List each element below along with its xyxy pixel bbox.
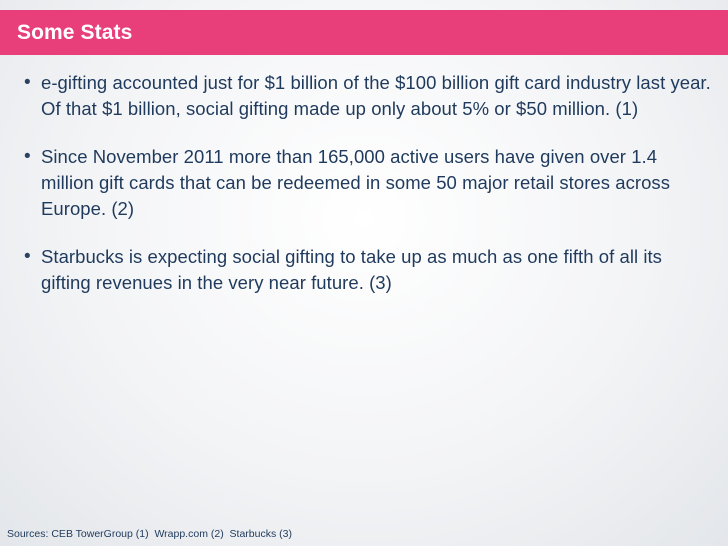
title-bar: Some Stats bbox=[0, 10, 728, 55]
bullet-text: Since November 2011 more than 165,000 ac… bbox=[41, 146, 671, 219]
bullet-icon: • bbox=[24, 72, 31, 93]
bullet-item: • Starbucks is expecting social gifting … bbox=[24, 244, 714, 296]
sources-footer: Sources: CEB TowerGroup (1) Wrapp.com (2… bbox=[7, 528, 292, 540]
slide-title: Some Stats bbox=[17, 20, 133, 44]
bullet-item: • Since November 2011 more than 165,000 … bbox=[24, 144, 714, 222]
bullet-item: • e-gifting accounted just for $1 billio… bbox=[24, 70, 714, 122]
bullet-icon: • bbox=[24, 146, 31, 167]
bullet-text: e-gifting accounted just for $1 billion … bbox=[41, 72, 711, 119]
bullet-icon: • bbox=[24, 246, 31, 267]
bullet-text: Starbucks is expecting social gifting to… bbox=[41, 246, 662, 293]
bullet-list: • e-gifting accounted just for $1 billio… bbox=[24, 70, 714, 318]
